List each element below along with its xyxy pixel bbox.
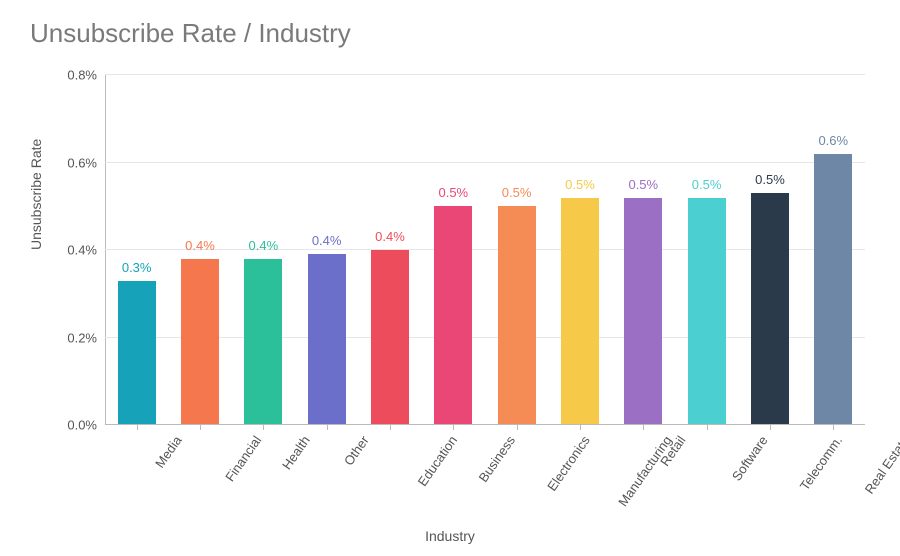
bar-value-label: 0.5% xyxy=(502,185,532,200)
tick-mark xyxy=(770,425,771,430)
bar-value-label: 0.5% xyxy=(565,177,595,192)
bar: 0.6% xyxy=(814,154,852,425)
x-tick: Telecomm. xyxy=(738,425,801,515)
bar-slot: 0.5% xyxy=(612,75,675,425)
y-axis-label: Unsubscribe Rate xyxy=(28,139,44,250)
x-tick: Education xyxy=(358,425,421,515)
bar: 0.3% xyxy=(118,281,156,425)
tick-mark xyxy=(327,425,328,430)
bar: 0.5% xyxy=(561,198,599,426)
bar: 0.5% xyxy=(498,206,536,425)
bar-value-label: 0.4% xyxy=(312,233,342,248)
bar: 0.4% xyxy=(308,254,346,425)
bar: 0.5% xyxy=(624,198,662,426)
bar-slot: 0.5% xyxy=(675,75,738,425)
bar-slot: 0.4% xyxy=(168,75,231,425)
bar-slot: 0.5% xyxy=(738,75,801,425)
tick-mark xyxy=(707,425,708,430)
x-tick: Real Estate xyxy=(802,425,865,515)
x-tick: Retail xyxy=(612,425,675,515)
bars-container: 0.3% 0.4% 0.4% 0.4% 0.4% 0.5% 0.5% 0.5% 0.5% 0.5%… xyxy=(105,75,865,425)
bar: 0.4% xyxy=(181,259,219,425)
y-tick-label: 0.2% xyxy=(67,330,105,345)
bar-value-label: 0.4% xyxy=(185,238,215,253)
tick-mark xyxy=(833,425,834,430)
bar: 0.5% xyxy=(688,198,726,426)
bar-value-label: 0.5% xyxy=(755,172,785,187)
tick-mark xyxy=(390,425,391,430)
bar-value-label: 0.5% xyxy=(628,177,658,192)
x-tick: Electronics xyxy=(485,425,548,515)
bar-slot: 0.4% xyxy=(358,75,421,425)
bar-slot: 0.5% xyxy=(485,75,548,425)
tick-mark xyxy=(453,425,454,430)
tick-mark xyxy=(137,425,138,430)
x-tick: Financial xyxy=(168,425,231,515)
y-tick-label: 0.0% xyxy=(67,418,105,433)
bar: 0.4% xyxy=(244,259,282,425)
bar-value-label: 0.4% xyxy=(375,229,405,244)
y-tick-label: 0.4% xyxy=(67,243,105,258)
bar-slot: 0.3% xyxy=(105,75,168,425)
x-ticks-container: MediaFinancialHealthOtherEducationBusine… xyxy=(105,425,865,515)
x-tick: Health xyxy=(232,425,295,515)
tick-mark xyxy=(517,425,518,430)
bar-slot: 0.5% xyxy=(548,75,611,425)
x-tick: Business xyxy=(422,425,485,515)
bar-value-label: 0.5% xyxy=(438,185,468,200)
x-tick-label: Real Estate xyxy=(862,433,900,497)
x-tick: Other xyxy=(295,425,358,515)
bar: 0.4% xyxy=(371,250,409,425)
tick-mark xyxy=(200,425,201,430)
tick-mark xyxy=(580,425,581,430)
bar: 0.5% xyxy=(434,206,472,425)
y-tick-label: 0.8% xyxy=(67,68,105,83)
x-tick: Software xyxy=(675,425,738,515)
bar-slot: 0.6% xyxy=(802,75,865,425)
tick-mark xyxy=(263,425,264,430)
tick-mark xyxy=(643,425,644,430)
y-tick-label: 0.6% xyxy=(67,155,105,170)
bar: 0.5% xyxy=(751,193,789,425)
bar-value-label: 0.6% xyxy=(818,133,848,148)
bar-slot: 0.4% xyxy=(295,75,358,425)
chart-title: Unsubscribe Rate / Industry xyxy=(30,18,351,49)
x-tick: Manufacturing xyxy=(548,425,611,515)
x-tick: Media xyxy=(105,425,168,515)
bar-value-label: 0.5% xyxy=(692,177,722,192)
chart-plot-area: 0.0%0.2%0.4%0.6%0.8% 0.3%0.4%0.4%0.4%0.4… xyxy=(105,75,865,425)
bar-value-label: 0.3% xyxy=(122,260,152,275)
bar-slot: 0.4% xyxy=(232,75,295,425)
x-axis-label: Industry xyxy=(425,528,475,544)
bar-slot: 0.5% xyxy=(422,75,485,425)
bar-value-label: 0.4% xyxy=(248,238,278,253)
